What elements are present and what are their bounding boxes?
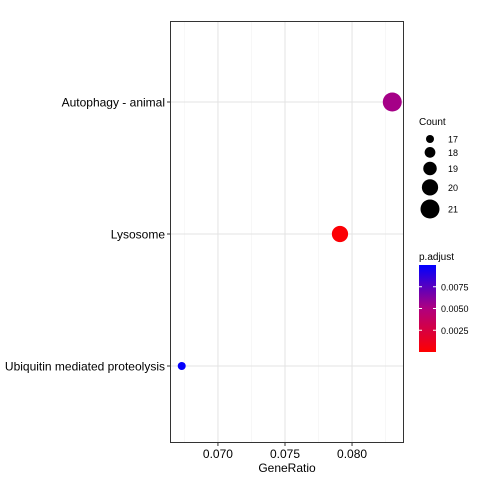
count-legend-key — [420, 199, 440, 219]
y-tick-label: Autophagy - animal — [62, 96, 165, 110]
p-adjust-legend-label: 0.0050 — [441, 304, 469, 314]
panel-border — [170, 21, 404, 443]
y-tick-label: Ubiquitin mediated proteolysis — [5, 360, 165, 374]
count-legend-label: 17 — [448, 135, 458, 145]
p-adjust-colorbar — [419, 265, 436, 352]
count-legend-key — [423, 161, 437, 176]
count-legend-key — [424, 147, 436, 158]
x-tick-label: 0.070 — [203, 447, 233, 461]
count-legend-title: Count — [419, 117, 446, 128]
panel-background — [171, 22, 403, 442]
p-adjust-legend-label: 0.0025 — [441, 326, 469, 336]
count-legend-key — [421, 179, 439, 196]
x-tick-label: 0.075 — [270, 447, 300, 461]
point-lysosome — [331, 225, 349, 243]
p-adjust-legend: p.adjust 0.0075 0.0050 0.0025 — [419, 252, 469, 352]
data-points — [177, 92, 402, 370]
count-legend-key — [426, 135, 434, 143]
count-legend-label: 20 — [448, 183, 458, 193]
y-axis: Autophagy - animal Lysosome Ubiquitin medi… — [5, 96, 171, 374]
count-legend-label: 18 — [448, 148, 458, 158]
grid-lines — [171, 22, 403, 442]
p-adjust-legend-title: p.adjust — [419, 252, 454, 263]
count-legend-label: 19 — [448, 164, 458, 174]
p-adjust-legend-label: 0.0075 — [441, 282, 469, 292]
plot-panel — [171, 22, 403, 442]
point-autophagy-animal — [382, 92, 402, 112]
x-axis: 0.070 0.075 0.080 — [203, 442, 367, 461]
x-tick-label: 0.080 — [337, 447, 367, 461]
y-tick-label: Lysosome — [111, 228, 166, 242]
point-ubiquitin-mediated-proteolysis — [177, 362, 186, 370]
count-legend-label: 21 — [448, 205, 458, 215]
x-axis-title: GeneRatio — [258, 461, 316, 475]
